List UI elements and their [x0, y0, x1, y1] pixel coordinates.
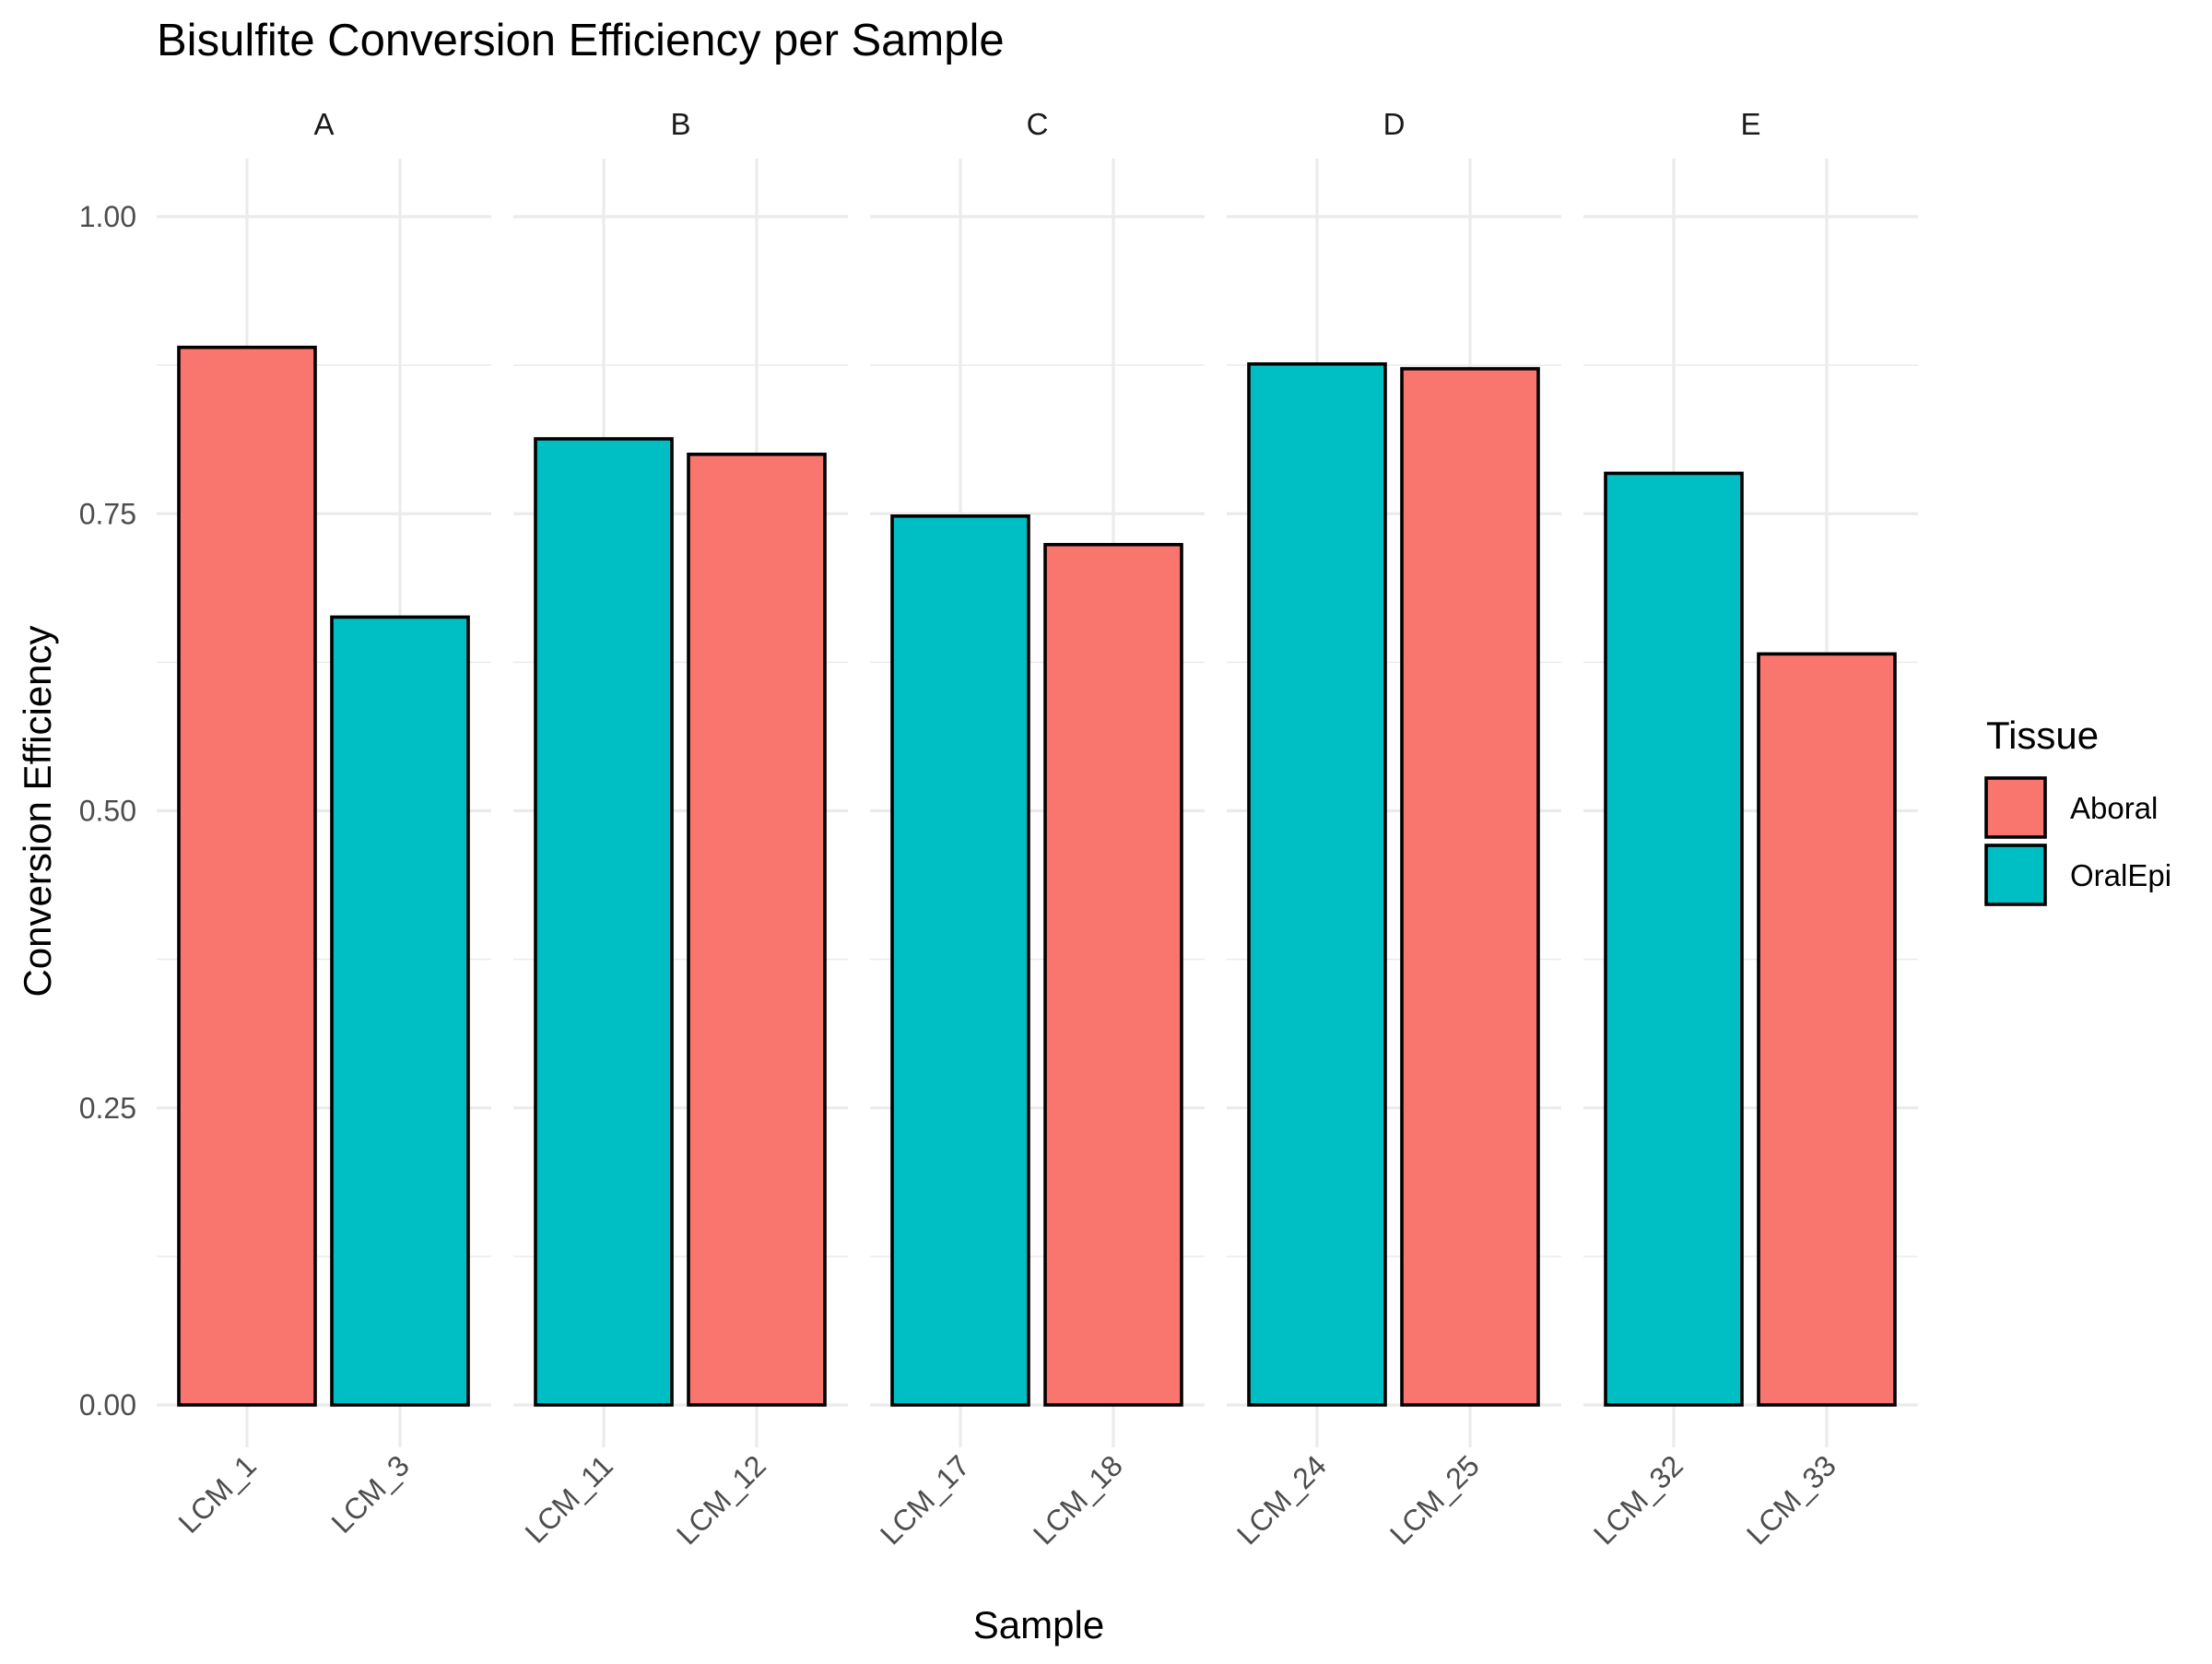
x-tick-label: LCM_12 [670, 1448, 772, 1551]
bar-lcm-12 [687, 452, 827, 1407]
x-tick-label: LCM_11 [519, 1448, 619, 1549]
bar-lcm-11 [534, 437, 674, 1407]
x-tick-label: LCM_1 [172, 1448, 263, 1539]
legend-title: Tissue [1986, 714, 2099, 757]
x-tick-label: LCM_3 [325, 1448, 416, 1539]
y-tick-label: 0.50 [79, 795, 136, 828]
x-tick-label: LCM_17 [874, 1448, 976, 1551]
y-tick-label-layer: 0.00 0.25 0.50 0.75 1.00 [79, 200, 136, 1422]
legend: Tissue Aboral OralEpi [1984, 714, 2171, 906]
x-axis-title: Sample [973, 1603, 1104, 1646]
facet-strip-layer: A B C D E [313, 107, 1760, 141]
x-tick-label: LCM_18 [1027, 1448, 1129, 1551]
bar-lcm-3 [330, 615, 470, 1407]
y-tick-label: 0.25 [79, 1092, 136, 1125]
facet-label-b: B [670, 107, 690, 141]
legend-label-aboral: Aboral [2070, 791, 2158, 825]
bar-lcm-25 [1400, 367, 1540, 1407]
facet-label-c: C [1027, 107, 1049, 141]
y-tick-label: 0.00 [79, 1388, 136, 1422]
y-tick-label: 1.00 [79, 200, 136, 233]
bar-layer [177, 345, 1897, 1407]
bar-lcm-24 [1247, 362, 1387, 1407]
x-tick-label: LCM_33 [1740, 1448, 1842, 1551]
facet-label-d: D [1383, 107, 1406, 141]
x-tick-label: LCM_32 [1587, 1448, 1689, 1551]
bar-lcm-18 [1043, 542, 1183, 1407]
legend-key-oralepi [1984, 844, 2047, 906]
facet-label-a: A [313, 107, 334, 141]
bar-lcm-32 [1604, 471, 1744, 1407]
bar-lcm-1 [177, 345, 317, 1407]
y-axis-title: Conversion Efficiency [16, 625, 59, 997]
chart-title: Bisulfite Conversion Efficiency per Samp… [157, 16, 1005, 65]
y-tick-label: 0.75 [79, 497, 136, 530]
x-tick-label: LCM_25 [1383, 1448, 1486, 1551]
x-tick-label-layer: LCM_1 LCM_3 LCM_11 LCM_12 LCM_17 LCM_18 LCM_24… [172, 1448, 1842, 1551]
bar-lcm-17 [890, 514, 1030, 1407]
legend-label-oralepi: OralEpi [2070, 858, 2171, 892]
x-tick-label: LCM_24 [1230, 1448, 1333, 1551]
legend-key-aboral [1984, 776, 2047, 839]
bar-lcm-33 [1757, 652, 1897, 1407]
facet-label-e: E [1740, 107, 1760, 141]
